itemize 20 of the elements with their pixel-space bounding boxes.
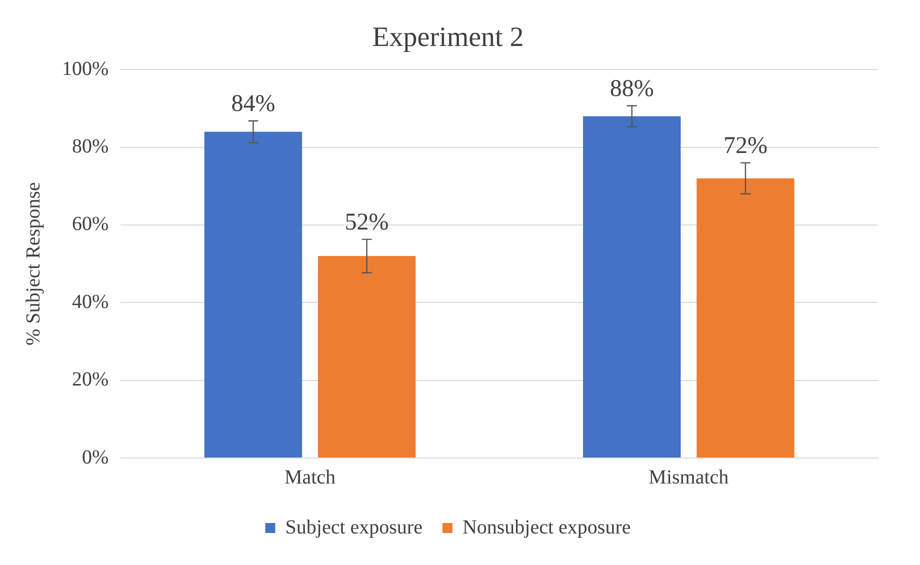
x-tick-label: Match: [284, 466, 336, 488]
data-label: 88%: [610, 76, 654, 102]
legend-label: Subject exposure: [285, 516, 423, 538]
bar: [318, 256, 416, 458]
data-label: 72%: [723, 133, 768, 160]
y-tick-label: 20%: [72, 368, 109, 391]
chart-title: Experiment 2: [372, 22, 524, 54]
y-tick-label: 60%: [72, 213, 109, 236]
y-axis-title: % Subject Response: [22, 182, 44, 346]
y-tick-label: 80%: [72, 136, 109, 158]
y-tick-label: 100%: [62, 58, 109, 80]
data-label: 84%: [231, 91, 276, 118]
y-tick-label: 40%: [72, 290, 109, 313]
x-tick-label: Mismatch: [648, 466, 729, 488]
bar: [583, 116, 681, 458]
legend-label: Nonsubject exposure: [462, 516, 631, 538]
y-tick-label: 0%: [82, 446, 109, 468]
bar: [696, 178, 794, 458]
data-label: 52%: [344, 210, 389, 236]
bar: [204, 132, 302, 458]
